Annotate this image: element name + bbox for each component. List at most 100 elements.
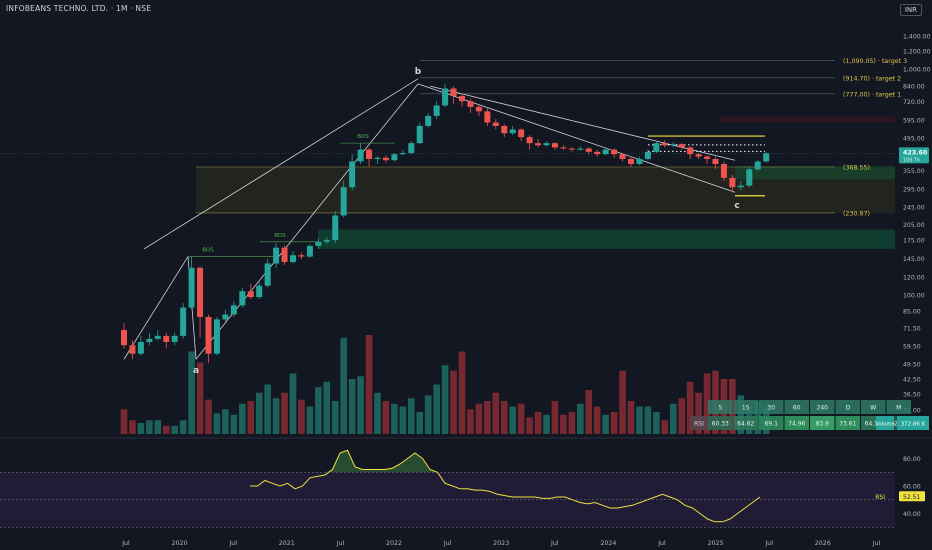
price-tick: 205.00 [903, 222, 925, 229]
supply-zone [720, 115, 895, 123]
volume-bar [357, 376, 364, 434]
candle-body [754, 161, 761, 170]
recent-zone-green [735, 166, 895, 180]
candle-body [712, 158, 719, 165]
candle-body [459, 95, 465, 102]
time-axis[interactable]: Jul 2020 Jul 2021 Jul 2022 Jul 2023 Jul 2024 Jul 20… [121, 540, 880, 547]
candle-body [746, 169, 753, 186]
candle-body [340, 187, 347, 216]
rsi-value-badge [899, 491, 925, 502]
rsi-pane[interactable]: 80.00 60.00 40.00 52.51 RSI [0, 437, 932, 528]
volume-bar [230, 414, 238, 434]
price-tick: 145.00 [903, 256, 925, 263]
volume-bar [179, 420, 187, 434]
volume-bar [484, 401, 491, 434]
volume-bar [703, 373, 711, 434]
volume-bar [526, 417, 533, 434]
candle-body [349, 161, 356, 188]
volume-bar [247, 401, 255, 434]
candle-body [416, 125, 423, 144]
wave-label: a [193, 366, 199, 376]
supply-demand-zones [196, 115, 895, 249]
candle-body [180, 307, 187, 336]
volume-bar [129, 420, 136, 434]
price-tick: 175.00 [903, 238, 925, 245]
price-tick: 1,000.00 [903, 67, 931, 74]
rsi-table-rowlabel-bg [690, 416, 708, 430]
rsi-table-value: 83.9 [816, 421, 830, 428]
candle-body [737, 185, 744, 188]
volume-bar [162, 425, 170, 434]
time-tick: Jul [872, 540, 881, 547]
candle-body [247, 291, 254, 298]
volume-bar [568, 412, 576, 434]
volume-label: Volume [875, 422, 895, 428]
volume-bar [517, 403, 525, 434]
time-tick: 2024 [600, 540, 616, 547]
volume-bar [391, 403, 398, 434]
time-tick: 2025 [708, 540, 724, 547]
candle-body [239, 291, 246, 306]
price-tick: 245.00 [903, 205, 925, 212]
volume-bar [695, 392, 702, 434]
rsi-table-value: 74.96 [788, 421, 805, 428]
volume-bar [196, 362, 204, 434]
volume-bar [416, 412, 424, 434]
candle-body [137, 341, 144, 354]
volume-bar [686, 381, 694, 434]
rsi-tick: 80.00 [903, 456, 921, 463]
candle-body [560, 147, 567, 149]
volume-bar [669, 403, 677, 434]
price-tick: 42.50 [903, 377, 921, 384]
time-tick: Jul [764, 540, 773, 547]
candle-body [323, 240, 330, 242]
volume-bar [458, 351, 466, 434]
level-label: (777.00) · target 1 [843, 91, 901, 98]
candle-body [146, 338, 153, 342]
wave-line [429, 85, 736, 161]
volume-bar [534, 412, 542, 434]
volume-bar [146, 420, 153, 434]
bos-label: BOS [202, 248, 214, 254]
symbol-title[interactable]: INFOBEANS TECHNO. LTD. · 1M · NSE [6, 4, 152, 13]
price-levels: (1,090.05) · target 3 (914.70) · target 2… [0, 58, 907, 217]
candle-body [264, 263, 271, 286]
time-tick: 2026 [815, 540, 831, 547]
rsi-line [250, 449, 761, 523]
rsi-table-header-cell [784, 400, 809, 414]
candle-body [720, 164, 727, 178]
candles [121, 83, 770, 364]
candle-body [704, 156, 711, 159]
rsi-table-header: W [870, 405, 876, 412]
volume-bar [365, 335, 373, 434]
candle-body [256, 285, 263, 298]
candle-body [526, 137, 533, 144]
rsi-table-header: 60 [793, 405, 801, 412]
candle-body [230, 305, 237, 315]
time-tick: 2023 [493, 540, 509, 547]
candle-body [687, 147, 694, 155]
candle-body [602, 149, 609, 155]
rsi-table-rowlabel: RSI [694, 421, 704, 428]
annotations: a b c BOS BOS BOS [193, 67, 740, 376]
candle-body [535, 143, 542, 146]
volume-bar [281, 392, 288, 434]
currency-badge[interactable]: INR [899, 4, 922, 16]
volume-bar [500, 401, 508, 434]
volume-bar [213, 413, 221, 434]
time-tick: Jul [443, 540, 452, 547]
volume-label-bg [876, 416, 894, 430]
candle-body [433, 105, 440, 116]
volume-bar [205, 399, 212, 434]
rsi-table-value: 64.62 [737, 421, 754, 428]
rsi-table-header-cell [759, 400, 784, 414]
candle-body [129, 345, 136, 354]
price-axis[interactable]: 1,400.00 1,200.00 1,000.00 840.00 720.00 595.… [899, 34, 931, 415]
candle-body [205, 316, 212, 354]
price-tick: 595.00 [903, 117, 925, 124]
rsi-tick: 40.00 [903, 511, 921, 518]
rsi-table-header-cell [810, 400, 835, 414]
rsi-table: RSI 5 60.33 15 64.62 30 69.1 60 74.96 240 83.9 D 73.… [690, 400, 929, 430]
rsi-table-header: M [896, 405, 901, 412]
